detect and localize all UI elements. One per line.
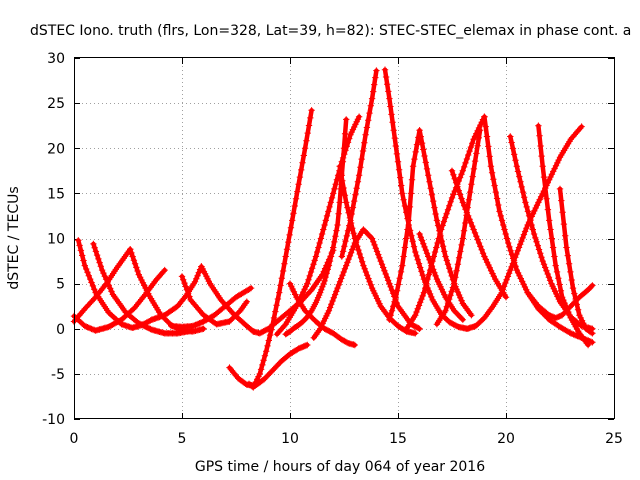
data-point-markers: [148, 263, 205, 323]
series-arc-20: [386, 127, 475, 323]
series-arc-23: [433, 127, 484, 328]
data-point-markers: [282, 116, 350, 338]
y-tick-label: -5: [51, 367, 65, 383]
data-point-markers: [286, 280, 358, 349]
y-tick-label: 20: [47, 141, 65, 157]
y-tick-label: 0: [56, 322, 65, 338]
x-tick-label: 0: [70, 431, 79, 447]
y-tick-labels: -10 -5 0 5 10 15 20 25 30: [42, 51, 65, 428]
series-arc-6: [148, 263, 205, 323]
series-arc-14: [282, 116, 350, 338]
data-point-markers: [168, 284, 255, 331]
x-tick-label: 5: [178, 431, 187, 447]
y-axis-label: dSTEC / TECUs: [6, 186, 22, 289]
data-point-markers: [448, 167, 510, 301]
data-point-markers: [535, 122, 592, 349]
series-line: [76, 238, 155, 331]
series-arc-9: [168, 284, 255, 331]
x-tick-label: 20: [497, 431, 515, 447]
y-tick-label: -10: [42, 412, 65, 428]
x-tick-label: 10: [281, 431, 299, 447]
data-point-markers: [381, 66, 471, 332]
y-tick-label: 5: [56, 277, 65, 293]
series-arc-17: [338, 67, 380, 260]
y-tick-label: 10: [47, 232, 65, 248]
x-tick-labels: 0 5 10 15 20 25: [70, 431, 623, 447]
y-tick-label: 15: [47, 186, 65, 202]
series-line: [449, 168, 509, 300]
series-arc-24: [463, 123, 585, 332]
data-point-markers: [524, 282, 596, 322]
x-tick-label: 25: [605, 431, 623, 447]
data-point-markers: [463, 123, 585, 332]
series-arc-28: [535, 122, 592, 349]
y-tick-label: 25: [47, 96, 65, 112]
series-arc-30: [524, 282, 596, 322]
series-arc-11: [245, 107, 315, 391]
series-arc-15: [286, 280, 358, 349]
x-tick-label: 15: [389, 431, 407, 447]
data-point-markers: [338, 67, 380, 260]
x-axis-label: GPS time / hours of day 064 of year 2016: [195, 459, 485, 475]
plot-frame: [74, 57, 615, 419]
y-tick-label: 30: [47, 51, 65, 67]
chart-title: dSTEC Iono. truth (flrs, Lon=328, Lat=39…: [30, 23, 631, 39]
series-arc-19: [381, 66, 471, 332]
data-point-markers: [556, 185, 596, 337]
series-arc-1: [70, 266, 168, 334]
data-series: [70, 66, 596, 391]
series-arc-25: [448, 167, 510, 301]
data-point-markers: [245, 107, 315, 391]
